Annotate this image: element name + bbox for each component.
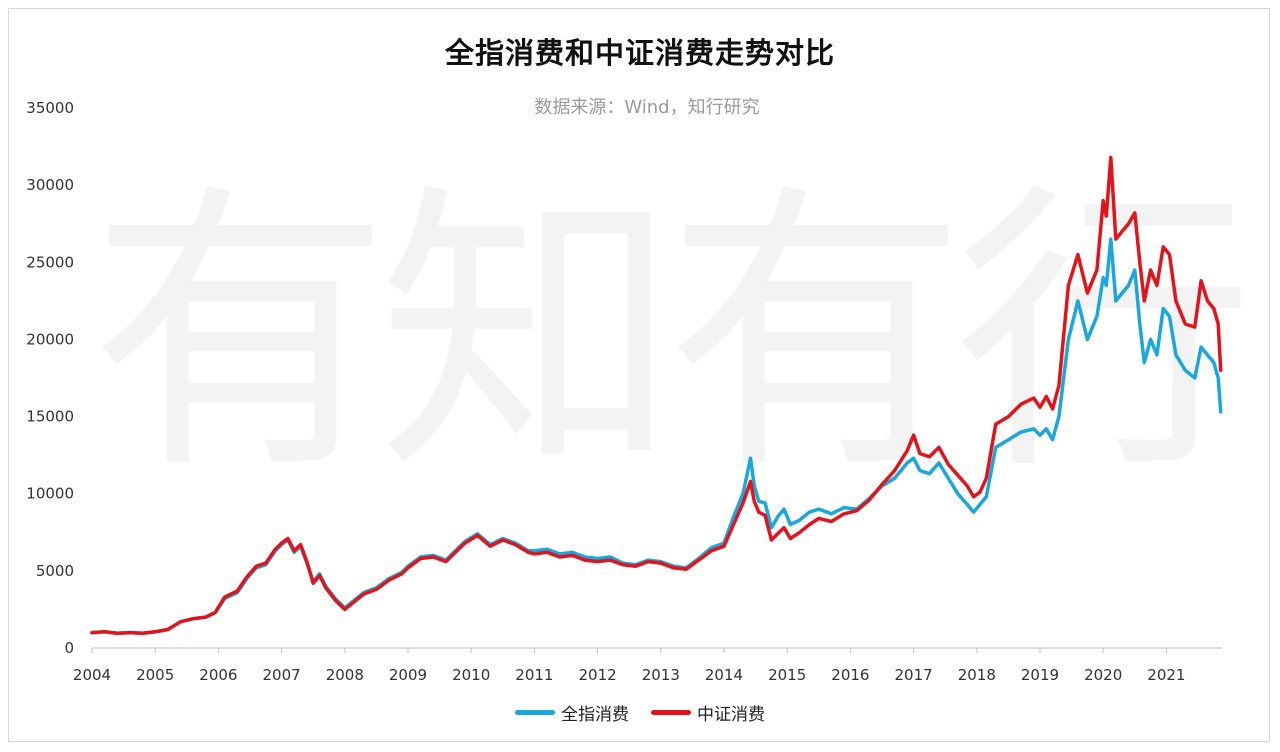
x-tick-label: 2017	[894, 666, 932, 684]
x-tick-label: 2009	[389, 666, 427, 684]
x-tick-label: 2012	[578, 666, 616, 684]
chart-frame	[8, 8, 1270, 742]
x-tick-label: 2015	[768, 666, 806, 684]
x-axis: 2004 2005 2006 2007 2008 2009 2010 2011 2012 2013…	[73, 647, 1222, 684]
x-tick-label: 2005	[136, 666, 174, 684]
y-tick-label: 5000	[36, 562, 74, 580]
x-tick-label: 2008	[326, 666, 364, 684]
series-line-1	[90, 155, 1223, 636]
x-tick-label: 2013	[642, 666, 680, 684]
x-tick-label: 2019	[1021, 666, 1059, 684]
x-tick-label: 2016	[831, 666, 869, 684]
x-tick-label: 2010	[452, 666, 490, 684]
x-tick-label: 2004	[73, 666, 111, 684]
legend-item-1: 中证消费	[651, 700, 765, 725]
y-tick-label: 15000	[26, 408, 74, 426]
legend-label-1: 中证消费	[697, 705, 765, 725]
series-line-0	[90, 237, 1223, 636]
y-axis: 0 5000 10000 15000 20000 25000 30000 35000	[26, 99, 74, 657]
chart-subtitle: 数据来源：Wind，知行研究	[534, 97, 760, 118]
legend: 全指消费 中证消费	[0, 700, 1280, 725]
y-tick-label: 10000	[26, 485, 74, 503]
legend-label-0: 全指消费	[561, 705, 629, 725]
chart-title: 全指消费和中证消费走势对比	[444, 36, 835, 70]
x-tick-label: 2007	[263, 666, 301, 684]
legend-swatch-1	[651, 710, 691, 715]
y-tick-label: 35000	[26, 99, 74, 117]
legend-swatch-0	[515, 710, 555, 715]
y-tick-label: 0	[64, 639, 74, 657]
x-tick-label: 2014	[705, 666, 743, 684]
x-tick-label: 2011	[515, 666, 553, 684]
x-tick-label: 2021	[1147, 666, 1185, 684]
x-tick-label: 2018	[958, 666, 996, 684]
x-tick-label: 2006	[199, 666, 237, 684]
y-tick-label: 30000	[26, 176, 74, 194]
y-tick-label: 25000	[26, 253, 74, 271]
x-tick-label: 2020	[1084, 666, 1122, 684]
series-layer	[90, 155, 1223, 636]
y-tick-label: 20000	[26, 330, 74, 348]
legend-item-0: 全指消费	[515, 700, 629, 725]
